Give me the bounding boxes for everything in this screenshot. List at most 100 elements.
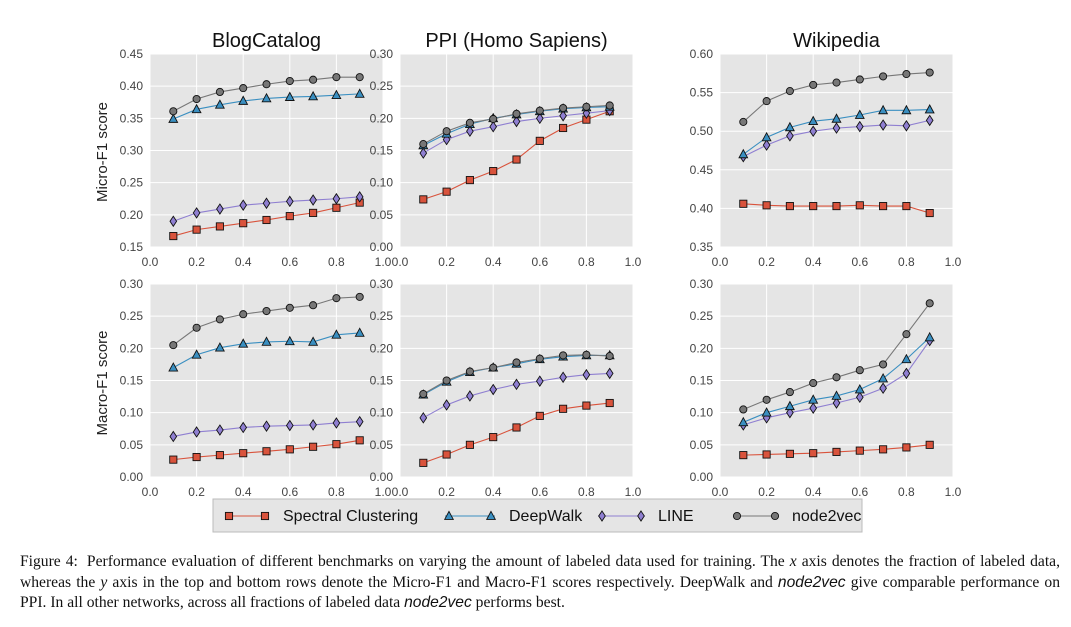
data-point-node2vec: [309, 75, 318, 84]
legend-marker-line: [598, 510, 606, 522]
panel-1: 0.0 0.2 0.4 0.6 0.8 1.0 0.15 0.20 0.25 0.30 0.35 0.…: [120, 30, 392, 269]
x-tick-label: 1.0: [625, 255, 642, 269]
data-point-spectral-clustering: [605, 398, 614, 408]
data-point-deepwalk: [808, 115, 819, 126]
data-point-line: [832, 397, 841, 409]
data-point-node2vec: [762, 97, 771, 106]
data-point-node2vec: [215, 315, 224, 324]
x-tick-label: 0.6: [531, 255, 548, 269]
data-point-spectral-clustering: [785, 449, 794, 458]
data-point-line: [925, 114, 934, 127]
data-point-spectral-clustering: [559, 123, 568, 133]
x-tick-label: 0.4: [485, 485, 502, 499]
data-point-line: [332, 417, 341, 429]
data-point-deepwalk: [238, 338, 249, 348]
data-point-node2vec: [285, 303, 294, 312]
data-point-node2vec: [559, 103, 568, 113]
y-tick-label: 0.30: [690, 277, 714, 291]
data-point-deepwalk: [331, 329, 342, 339]
y-tick-label: 0.15: [120, 240, 144, 254]
data-point-line: [879, 382, 887, 395]
data-point-line: [216, 424, 224, 436]
y-tick-label: 0.15: [690, 374, 714, 388]
data-point-line: [262, 197, 271, 210]
data-point-node2vec: [605, 352, 614, 361]
caption-x-var: x: [789, 553, 797, 570]
data-point-node2vec: [832, 78, 841, 87]
data-point-node2vec: [309, 301, 318, 310]
legend-marker-line: [637, 510, 645, 522]
data-point-line: [512, 378, 521, 391]
x-tick-label: 0.6: [281, 485, 298, 499]
caption-text-3: axis in the top and bottom rows denote t…: [112, 573, 773, 591]
x-tick-label: 0.2: [758, 255, 775, 269]
caption-text-4: give comparable performance on PPI. In a…: [20, 573, 1060, 612]
y-tick-label: 0.35: [120, 111, 144, 125]
data-point-node2vec: [465, 367, 474, 376]
y-tick-label: 0.30: [370, 47, 394, 61]
data-point-spectral-clustering: [215, 451, 224, 460]
data-point-spectral-clustering: [309, 442, 318, 451]
caption-y-var: y: [100, 573, 108, 591]
data-point-spectral-clustering: [855, 201, 864, 210]
x-tick-label: 0.8: [898, 255, 915, 269]
caption-node2vec-a: node2vec: [777, 573, 846, 591]
data-point-node2vec: [739, 117, 748, 126]
data-point-spectral-clustering: [739, 451, 748, 460]
data-point-node2vec: [855, 75, 864, 84]
caption-text-5: performs best.: [475, 594, 565, 611]
data-point-spectral-clustering: [355, 436, 364, 445]
data-point-deepwalk: [354, 88, 365, 98]
chart-panels: 0.0 0.2 0.4 0.6 0.8 1.0 0.15 0.20 0.25 0.30 0.35 0.…: [120, 30, 962, 499]
data-point-line: [489, 383, 498, 396]
data-point-line: [535, 112, 544, 125]
data-point-deepwalk: [191, 103, 202, 114]
y-tick-label: 0.10: [370, 406, 394, 420]
y-tick-label: 0.00: [690, 470, 714, 484]
ylabel-macro-f1: Macro-F1 score: [94, 330, 111, 435]
legend-label-node2vec: node2vec: [792, 508, 861, 525]
data-point-node2vec: [262, 80, 271, 89]
data-point-node2vec: [762, 395, 771, 404]
data-point-node2vec: [809, 80, 818, 89]
data-point-spectral-clustering: [902, 443, 911, 452]
y-tick-label: 0.20: [120, 208, 144, 222]
data-point-line: [355, 191, 364, 203]
data-point-spectral-clustering: [169, 455, 178, 464]
x-tick-label: 0.0: [142, 255, 159, 269]
data-point-line: [419, 411, 428, 424]
y-tick-label: 0.05: [120, 438, 144, 452]
data-point-line: [216, 203, 224, 215]
x-tick-label: 1.0: [945, 485, 962, 499]
y-tick-label: 0.55: [690, 86, 714, 100]
x-tick-label: 0.6: [531, 485, 548, 499]
y-tick-label: 0.15: [120, 374, 144, 388]
data-point-line: [582, 368, 591, 381]
x-tick-label: 0.2: [188, 485, 205, 499]
x-tick-label: 0.8: [578, 255, 595, 269]
legend-marker-deepwalk: [485, 510, 497, 520]
data-point-spectral-clustering: [512, 423, 521, 432]
data-point-node2vec: [535, 106, 544, 115]
x-tick-label: 0.8: [328, 255, 345, 269]
data-point-line: [466, 125, 474, 138]
y-tick-label: 0.35: [690, 240, 714, 254]
legend-marker-node2vec: [732, 511, 742, 521]
data-point-spectral-clustering: [535, 136, 544, 145]
panel-6: 0.0 0.2 0.4 0.6 0.8 1.0 0.00 0.05 0.10 0.15 0.20 0.…: [690, 277, 962, 499]
data-point-node2vec: [559, 351, 568, 360]
data-point-spectral-clustering: [512, 155, 521, 164]
data-point-deepwalk: [854, 383, 865, 394]
data-point-spectral-clustering: [332, 440, 341, 449]
data-point-deepwalk: [808, 394, 819, 404]
data-point-deepwalk: [168, 113, 179, 123]
y-tick-label: 0.25: [370, 79, 394, 93]
data-point-node2vec: [535, 354, 544, 363]
data-point-spectral-clustering: [442, 450, 451, 459]
y-tick-label: 0.20: [370, 341, 394, 355]
data-point-spectral-clustering: [582, 401, 591, 410]
legend-label-deepwalk: DeepWalk: [509, 508, 583, 525]
panel-4: 0.0 0.2 0.4 0.6 0.8 1.00.000.050.100.150.200.…: [120, 277, 392, 499]
x-tick-label: 0.8: [328, 485, 345, 499]
data-point-spectral-clustering: [285, 212, 294, 221]
